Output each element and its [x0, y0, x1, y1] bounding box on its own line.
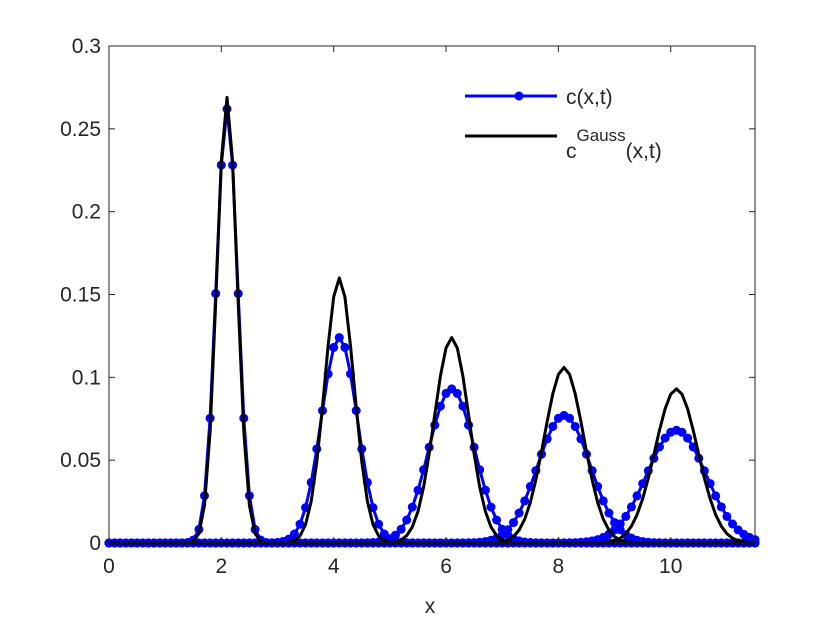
plot-series: [104, 95, 760, 548]
x-tick-label: 2: [216, 555, 228, 578]
data-point-c: [452, 388, 462, 398]
x-tick-label: 8: [553, 555, 565, 578]
data-point-c: [728, 519, 737, 529]
data-point-c: [391, 530, 400, 540]
y-tick-label: 0.2: [72, 201, 101, 224]
y-tick-label: 0: [89, 532, 101, 555]
data-point-c: [683, 433, 693, 443]
legend-label-c-gauss: cGauss(x,t): [566, 126, 662, 163]
data-point-c: [604, 508, 614, 518]
data-point-c: [615, 519, 625, 529]
data-point-c: [407, 502, 417, 512]
data-point-c: [598, 496, 608, 506]
y-tick-label: 0.25: [60, 118, 101, 141]
legend: c(x,t) cGauss(x,t): [465, 86, 662, 163]
data-point-c: [509, 518, 518, 528]
data-point-c: [289, 529, 299, 539]
series-line-c-gauss-peak-4: [109, 365, 755, 545]
x-axis-label: x: [425, 595, 436, 618]
data-point-c: [295, 519, 305, 529]
data-point-c: [621, 511, 631, 521]
x-tick-label: 10: [659, 555, 682, 578]
y-tick-label: 0.1: [72, 366, 101, 389]
x-tick-label: 0: [103, 555, 115, 578]
x-tick-label: 4: [328, 555, 340, 578]
data-point-c: [503, 525, 513, 535]
y-tick-label: 0.3: [72, 35, 101, 58]
data-point-c: [374, 519, 384, 529]
data-point-c: [548, 422, 558, 431]
y-tick-label: 0.15: [60, 284, 101, 307]
data-point-c: [570, 422, 580, 431]
data-point-c: [626, 502, 636, 512]
data-point-c: [677, 427, 687, 437]
data-point-c: [660, 433, 670, 443]
y-tick-label: 0.05: [60, 449, 101, 472]
x-tick-label: 6: [440, 555, 452, 578]
data-point-c: [722, 511, 732, 521]
data-point-c: [329, 342, 339, 352]
series-line-c-gauss-peak-1: [109, 95, 755, 545]
data-point-c: [514, 508, 524, 518]
data-point-c: [711, 491, 721, 501]
data-point-c: [565, 413, 575, 423]
data-point-c: [458, 401, 468, 411]
data-point-c: [435, 401, 445, 411]
data-point-c: [334, 333, 344, 343]
data-point-c: [716, 502, 726, 512]
data-point-c: [396, 524, 406, 534]
legend-marker-c: [514, 91, 524, 101]
data-point-c: [480, 485, 490, 495]
data-point-c: [402, 515, 412, 525]
data-point-c: [413, 485, 423, 495]
data-point-c: [492, 515, 502, 525]
legend-label-c: c(x,t): [566, 86, 613, 109]
data-point-c: [486, 502, 496, 512]
data-point-c: [632, 491, 642, 501]
axis-ticks: 0 2 4 6 8 10 0 0.05 0.1 0.15 0.2 0.25 0.3: [60, 35, 755, 578]
data-point-c: [340, 342, 350, 352]
data-point-c: [520, 496, 530, 506]
